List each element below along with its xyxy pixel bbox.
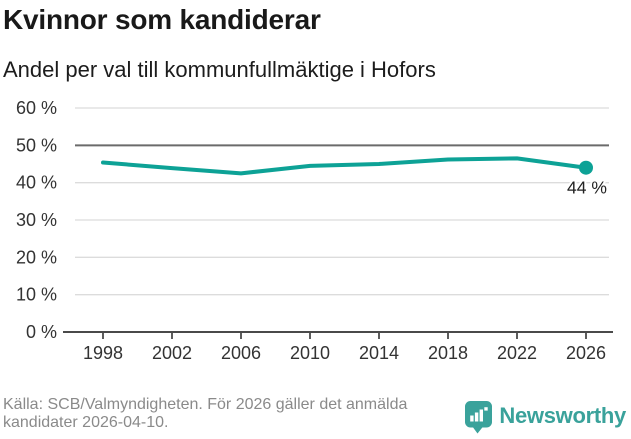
- y-axis-tick-label: 50 %: [16, 135, 57, 155]
- y-axis-tick-label: 60 %: [16, 98, 57, 118]
- x-axis-tick-label: 2022: [497, 343, 537, 363]
- chart-title: Kvinnor som kandiderar: [3, 4, 321, 35]
- source-note: Källa: SCB/Valmyndigheten. För 2026 gäll…: [3, 396, 407, 432]
- y-axis-tick-label: 0 %: [26, 322, 57, 342]
- y-axis-tick-label: 30 %: [16, 210, 57, 230]
- trend-line: [101, 156, 588, 176]
- x-axis-tick-label: 2018: [428, 343, 468, 363]
- end-point-marker: [579, 160, 593, 175]
- x-axis-tick-label: 1998: [83, 343, 123, 363]
- y-axis-tick-label: 10 %: [16, 285, 57, 305]
- newsworthy-bubble-icon: [465, 401, 493, 434]
- source-line-1: Källa: SCB/Valmyndigheten. För 2026 gäll…: [3, 396, 408, 413]
- y-axis-tick-label: 20 %: [16, 247, 57, 267]
- x-axis-tick-label: 2010: [290, 343, 330, 363]
- x-axis-tick-label: 2014: [359, 343, 399, 363]
- brand-name: Newsworthy: [499, 403, 626, 428]
- x-axis-tick-label: 2026: [566, 343, 606, 363]
- end-value-label: 44 %: [567, 178, 607, 198]
- y-axis-tick-label: 40 %: [16, 173, 57, 193]
- chart-subtitle: Andel per val till kommunfullmäktige i H…: [3, 57, 436, 82]
- source-line-2: kandidater 2026-04-10.: [3, 414, 169, 431]
- x-axis-tick-label: 2006: [221, 343, 261, 363]
- x-axis-tick-label: 2002: [152, 343, 192, 363]
- line-chart: 60 % 50 % 40 % 30 % 20 % 10 % 0 % 1998 2002 2006 2…: [16, 98, 613, 363]
- newsworthy-logo: Newsworthy: [465, 401, 626, 434]
